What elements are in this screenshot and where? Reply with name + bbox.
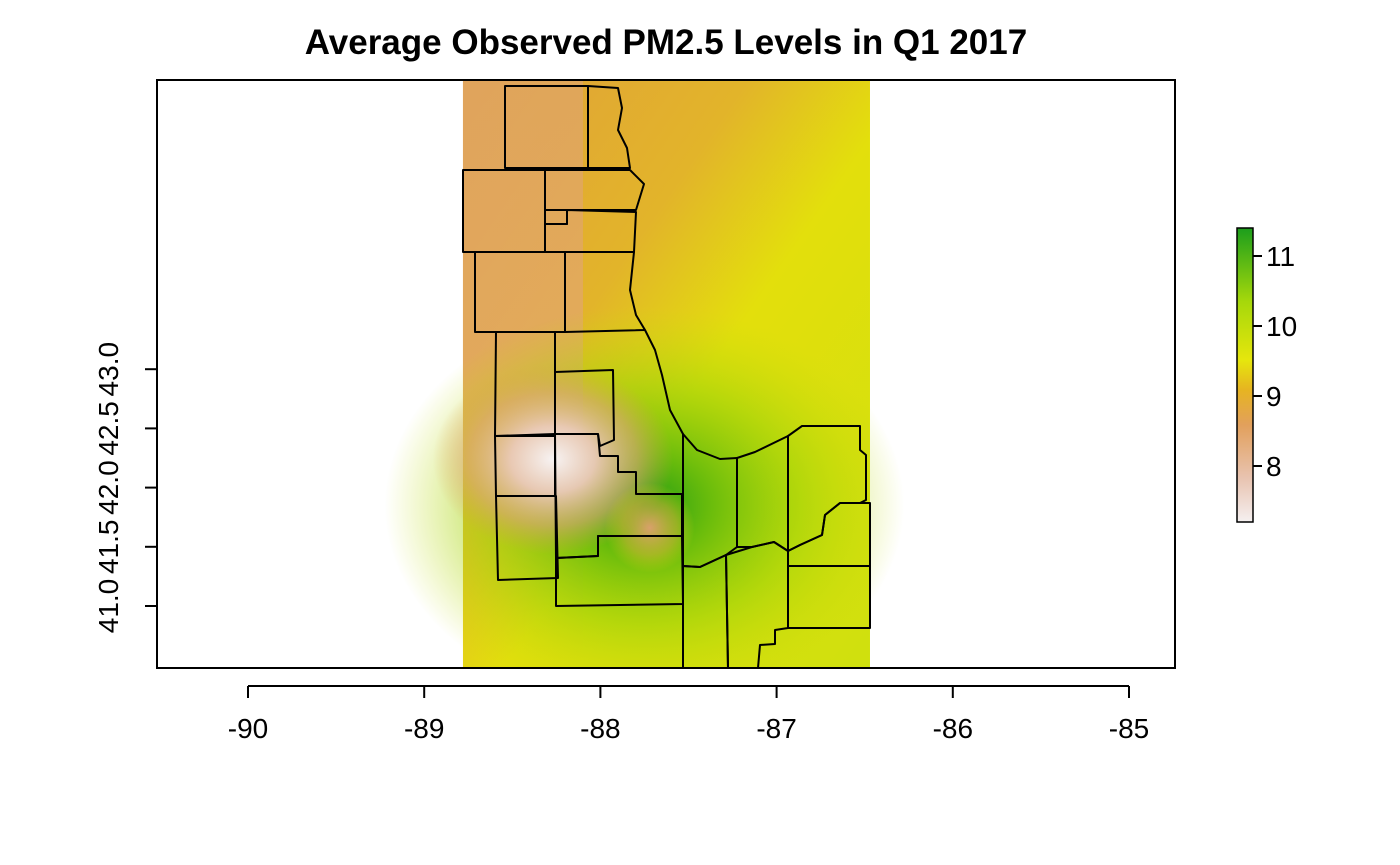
y-tick-label: 42.0 <box>93 460 124 514</box>
x-tick-label: -87 <box>756 713 796 744</box>
county-outline <box>725 541 789 668</box>
legend-tick-label: 9 <box>1266 381 1282 412</box>
y-tick-label: 41.5 <box>93 520 124 575</box>
x-axis: -90 -89 -88 -87 -86 -85 <box>228 685 1149 744</box>
y-tick-label: 41.0 <box>93 579 124 634</box>
x-tick-label: -90 <box>228 713 268 744</box>
x-tick-label: -88 <box>580 713 620 744</box>
y-tick-label: 43.0 <box>93 342 124 397</box>
legend-tick-label: 8 <box>1266 451 1282 482</box>
x-tick-label: -86 <box>933 713 973 744</box>
county-outline <box>544 169 645 211</box>
x-tick-label: -85 <box>1109 713 1149 744</box>
county-outline <box>644 329 684 435</box>
legend-tick-label: 10 <box>1266 311 1297 342</box>
color-legend: 8 9 10 11 <box>1236 227 1297 523</box>
county-outline <box>587 85 631 169</box>
legend-ticks: 8 9 10 11 <box>1253 241 1297 482</box>
county-outline <box>787 565 871 629</box>
legend-tick-label: 11 <box>1266 241 1295 272</box>
county-boundaries <box>462 85 871 668</box>
hotspot-local-low <box>604 482 695 573</box>
y-tick-label: 42.5 <box>93 401 124 456</box>
y-axis: 41.0 41.5 42.0 42.5 43.0 <box>93 342 158 634</box>
x-tick-label: -89 <box>404 713 444 744</box>
county-outline <box>495 495 559 581</box>
county-outline <box>564 251 646 333</box>
pm25-raster-surface <box>384 80 905 668</box>
chart-title: Average Observed PM2.5 Levels in Q1 2017 <box>305 23 1027 62</box>
legend-colorbar <box>1236 227 1254 523</box>
